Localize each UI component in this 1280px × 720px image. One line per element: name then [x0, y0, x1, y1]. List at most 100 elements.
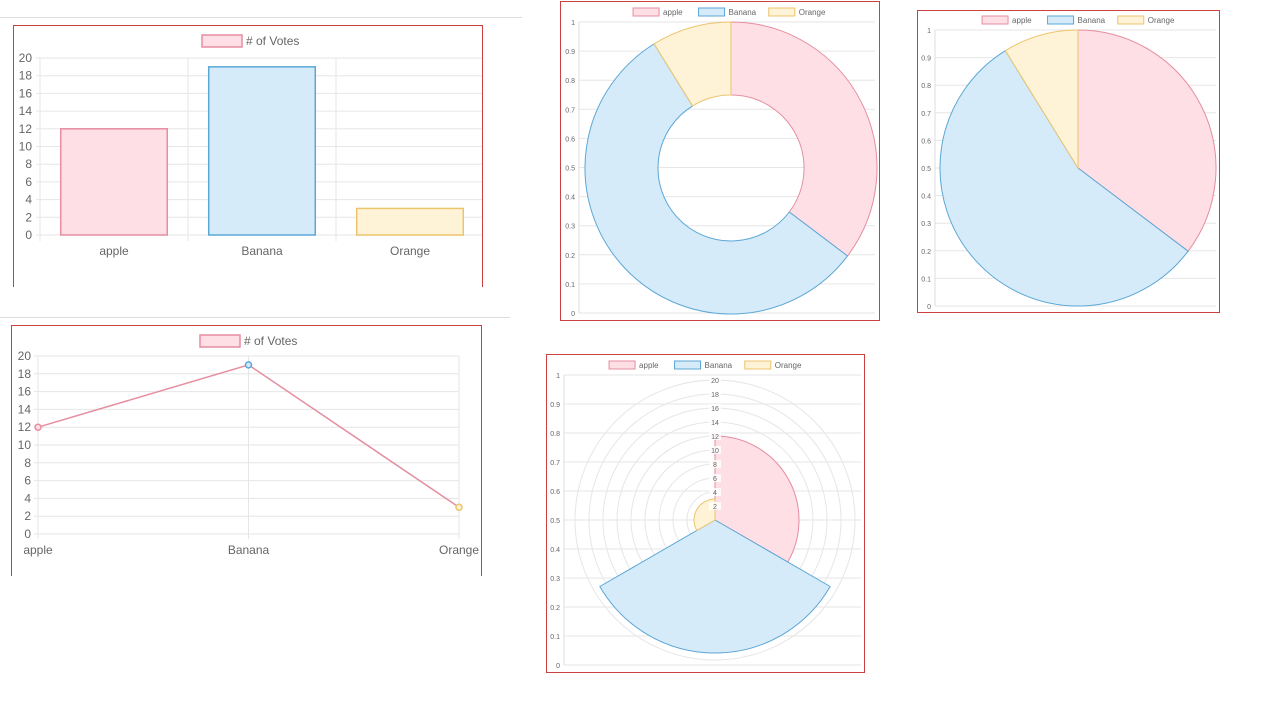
y-tick-label: 0.5 [565, 166, 575, 173]
legend: apple Banana Orange [632, 7, 826, 17]
legend-item-banana[interactable]: Banana [698, 7, 757, 17]
radial-tick-label: 12 [711, 434, 719, 441]
radial-tick-backdrop [709, 418, 721, 426]
slice-orange[interactable] [653, 21, 732, 107]
radial-tick-backdrop [709, 376, 721, 384]
legend-swatch-banana [698, 7, 726, 17]
legend-item[interactable]: # of Votes [201, 34, 299, 48]
legend-item-banana[interactable]: Banana [674, 360, 733, 370]
legend-label-apple: apple [639, 361, 659, 370]
y-tick-label: 0.3 [921, 221, 931, 228]
legend-swatch-orange [1117, 15, 1145, 25]
slice-orange[interactable] [1004, 29, 1079, 170]
legend-item-orange[interactable]: Orange [744, 360, 802, 370]
y-tick-label: 0.7 [921, 111, 931, 118]
legend-item-banana[interactable]: Banana [1047, 15, 1106, 25]
y-tick-label: 4 [24, 491, 31, 505]
legend-swatch-banana [674, 360, 702, 370]
y-tick-label: 1 [571, 20, 575, 27]
y-tick-label: 0.8 [921, 83, 931, 90]
point-apple[interactable] [34, 423, 42, 431]
y-tick-label: 0 [24, 527, 31, 541]
bar-chart-card: 20 18 16 14 12 10 8 6 4 2 0 apple Banana Orange # of V… [13, 25, 483, 287]
legend: # of Votes [201, 34, 299, 48]
point-orange[interactable] [455, 503, 463, 512]
y-tick-label: 0.9 [550, 402, 560, 409]
bar-orange[interactable] [355, 207, 465, 236]
y-tick-label: 12 [18, 420, 32, 434]
radial-tick-backdrop [709, 502, 721, 510]
y-tick-label: 1 [556, 373, 560, 380]
y-tick-label: 10 [18, 438, 32, 452]
legend-label-orange: Orange [1148, 16, 1175, 25]
x-tick-label: Orange [439, 543, 479, 557]
radial-tick-label: 18 [711, 392, 719, 399]
y-tick-label: 4 [25, 193, 32, 207]
slice-apple[interactable] [730, 21, 878, 257]
slice-banana[interactable] [584, 43, 849, 315]
radial-tick-backdrop [709, 404, 721, 412]
x-tick-label: apple [23, 543, 53, 557]
y-tick-label: 0 [25, 228, 32, 242]
polar-area-chart: 1 0.9 0.8 0.7 0.6 0.5 0.4 0.3 0.2 0.1 0 apple Banana… [550, 360, 861, 670]
y-tick-label: 0.3 [550, 576, 560, 583]
y-tick-label: 6 [25, 175, 32, 189]
legend-label-orange: Orange [799, 8, 826, 17]
y-tick-label: 0.6 [921, 138, 931, 145]
y-tick-label: 6 [24, 474, 31, 488]
y-tick-label: 20 [19, 51, 33, 65]
legend-label: # of Votes [244, 334, 297, 348]
radial-tick-label: 10 [711, 448, 719, 455]
y-tick-label: 2 [24, 509, 31, 523]
y-tick-label: 0.3 [565, 224, 575, 231]
radial-tick-label: 16 [711, 406, 719, 413]
radial-tick-label: 4 [713, 490, 717, 497]
legend-item-apple[interactable]: apple [981, 15, 1032, 25]
bar-apple[interactable] [59, 128, 169, 236]
radial-tick-backdrop [709, 390, 721, 398]
legend-swatch-apple [632, 7, 660, 17]
legend-swatch [201, 34, 243, 48]
y-tick-label: 0.4 [921, 194, 931, 201]
legend-item-apple[interactable]: apple [632, 7, 683, 17]
point-banana[interactable] [244, 361, 253, 369]
polar-area-chart-card: 1 0.9 0.8 0.7 0.6 0.5 0.4 0.3 0.2 0.1 0 apple Banana… [546, 354, 865, 673]
pie-chart: 1 0.9 0.8 0.7 0.6 0.5 0.4 0.3 0.2 0.1 0 apple Banana… [921, 15, 1217, 311]
y-tick-label: 0 [556, 663, 560, 670]
y-tick-label: 0.7 [565, 107, 575, 114]
y-tick-label: 0.2 [565, 253, 575, 260]
legend-swatch-orange [768, 7, 796, 17]
x-tick-label: apple [99, 244, 129, 258]
slice-banana[interactable] [939, 49, 1189, 307]
radial-ticks: 2 4 6 8 10 12 14 16 18 20 [709, 376, 721, 511]
sector-apple[interactable] [714, 435, 800, 563]
y-tick-label: 10 [19, 140, 33, 154]
y-tick-label: 0.6 [550, 489, 560, 496]
y-tick-label: 0.1 [565, 282, 575, 289]
y-tick-label: 0.8 [565, 78, 575, 85]
bar-banana[interactable] [207, 66, 317, 236]
y-tick-label: 14 [19, 104, 33, 118]
radial-tick-backdrop [709, 446, 721, 454]
sector-banana[interactable] [599, 519, 831, 654]
legend-item[interactable]: # of Votes [199, 334, 297, 348]
legend-item-orange[interactable]: Orange [1117, 15, 1175, 25]
doughnut-chart-card: 1 0.9 0.8 0.7 0.6 0.5 0.4 0.3 0.2 0.1 0 apple Banana… [560, 1, 880, 321]
radial-tick-label: 8 [713, 462, 717, 469]
legend-item-apple[interactable]: apple [608, 360, 659, 370]
y-tick-label: 0.6 [565, 136, 575, 143]
radial-tick-label: 20 [711, 378, 719, 385]
slice-apple[interactable] [1077, 29, 1217, 252]
y-tick-label: 0.2 [921, 249, 931, 256]
legend: apple Banana Orange [981, 15, 1175, 25]
legend: # of Votes [199, 334, 297, 348]
radial-tick-label: 6 [713, 476, 717, 483]
legend-item-orange[interactable]: Orange [768, 7, 826, 17]
y-tick-label: 14 [18, 402, 32, 416]
legend-swatch-orange [744, 360, 772, 370]
pie-chart-card: 1 0.9 0.8 0.7 0.6 0.5 0.4 0.3 0.2 0.1 0 apple Banana… [917, 10, 1220, 313]
y-tick-label: 18 [18, 367, 32, 381]
radial-tick-backdrop [709, 460, 721, 468]
